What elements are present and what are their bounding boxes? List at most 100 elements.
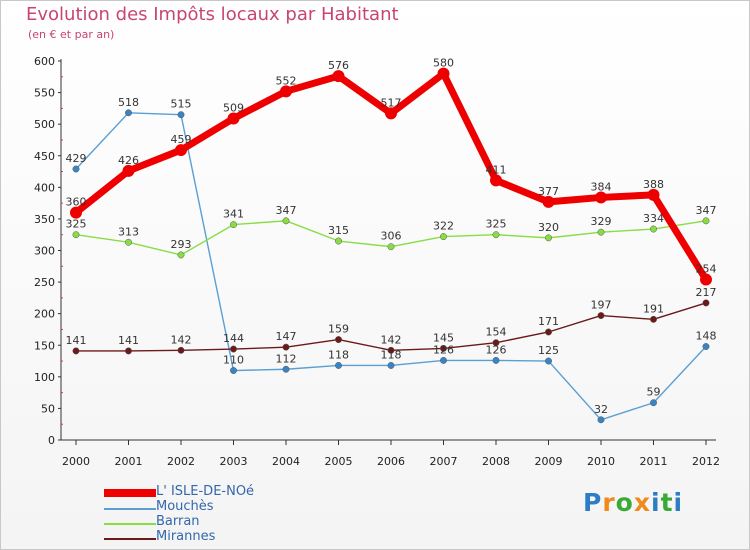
data-label: 320 (538, 221, 559, 234)
data-label: 377 (538, 185, 559, 198)
data-point (597, 228, 605, 236)
data-label: 110 (223, 354, 244, 367)
y-tick-label: 550 (34, 87, 55, 100)
data-label: 254 (696, 263, 717, 276)
chart-title: Evolution des Impôts locaux par Habitant (26, 4, 399, 25)
y-tick-label: 150 (34, 339, 55, 352)
series-barran (72, 217, 710, 259)
y-tick-label: 100 (34, 371, 55, 384)
data-label: 325 (486, 218, 507, 231)
data-point (650, 399, 657, 407)
data-point (177, 111, 185, 119)
data-label: 125 (538, 344, 559, 357)
x-tick-label: 2004 (272, 455, 300, 468)
x-tick-label: 2005 (325, 455, 353, 468)
x-tick-label: 2007 (430, 455, 458, 468)
data-label: 191 (643, 302, 664, 315)
data-label: 580 (433, 57, 454, 70)
data-label: 59 (647, 386, 661, 399)
y-tick-label: 400 (34, 181, 55, 194)
data-label: 388 (643, 178, 664, 191)
data-point (282, 343, 290, 351)
legend-swatch (104, 489, 156, 497)
data-label: 322 (433, 220, 454, 233)
data-label: 552 (276, 74, 297, 87)
x-tick-label: 2009 (535, 455, 563, 468)
data-point (122, 164, 135, 177)
data-label: 518 (118, 96, 139, 109)
legend-label: Barran (156, 514, 200, 529)
data-label: 32 (594, 403, 608, 416)
data-point (70, 206, 82, 219)
data-label: 313 (118, 225, 139, 238)
data-point (597, 416, 605, 424)
data-label: 293 (171, 238, 192, 251)
data-point (545, 328, 552, 336)
x-tick-label: 2008 (482, 455, 510, 468)
data-point (280, 85, 292, 98)
data-point (545, 357, 552, 365)
x-tick-label: 2011 (640, 455, 668, 468)
data-label: 426 (118, 154, 139, 167)
legend-swatch (104, 508, 156, 510)
y-tick-label: 200 (34, 308, 55, 321)
data-label: 118 (381, 348, 402, 361)
data-point (230, 345, 237, 353)
legend-label: Mirannes (156, 529, 216, 544)
data-point (542, 195, 555, 208)
data-point (492, 339, 500, 347)
data-label: 329 (591, 215, 612, 228)
proxiti-logo: Proxiti (583, 488, 683, 517)
data-point (175, 144, 187, 157)
data-label: 112 (276, 352, 297, 365)
series-mirannes (72, 299, 710, 355)
data-point (385, 107, 397, 120)
data-label: 509 (223, 101, 244, 114)
y-tick-label: 350 (34, 213, 55, 226)
data-point (387, 243, 395, 251)
data-label: 325 (66, 218, 87, 231)
x-tick-label: 2012 (692, 455, 720, 468)
y-tick-label: 600 (34, 55, 55, 68)
logo-letter: t (660, 488, 674, 517)
data-point (72, 165, 80, 173)
data-point (440, 344, 447, 352)
data-label: 141 (66, 334, 87, 347)
data-label: 126 (486, 343, 507, 356)
data-point (650, 315, 657, 323)
data-label: 154 (486, 326, 507, 339)
data-point (492, 231, 500, 239)
logo-letter: i (651, 488, 661, 517)
data-label: 515 (171, 98, 192, 111)
data-label: 141 (118, 334, 139, 347)
logo-letter: i (673, 488, 684, 517)
data-point (492, 356, 500, 364)
data-point (230, 221, 237, 229)
x-tick-label: 2002 (167, 455, 195, 468)
data-point (437, 67, 450, 80)
data-label: 576 (328, 59, 349, 72)
x-tick-label: 2006 (377, 455, 405, 468)
x-tick-label: 2001 (115, 455, 143, 468)
y-tick-label: 50 (41, 402, 55, 415)
series-layer (70, 67, 712, 424)
data-label: 148 (696, 330, 717, 343)
data-label: 142 (171, 333, 192, 346)
data-point (545, 234, 552, 242)
data-point (125, 238, 132, 246)
data-point (72, 231, 80, 239)
data-label: 159 (328, 323, 349, 336)
data-label: 360 (66, 196, 87, 209)
series-l-isle-de-noe (70, 67, 712, 286)
data-label: 145 (433, 331, 454, 344)
logo-letter: x (633, 488, 651, 517)
legend-label: Mouchès (156, 499, 214, 514)
data-label: 147 (276, 330, 297, 343)
data-point (230, 367, 237, 374)
data-label: 315 (328, 224, 349, 237)
data-point (332, 70, 345, 83)
data-label: 459 (171, 133, 192, 146)
legend-label: L' ISLE-DE-NOé (156, 484, 255, 499)
data-point (282, 217, 290, 225)
